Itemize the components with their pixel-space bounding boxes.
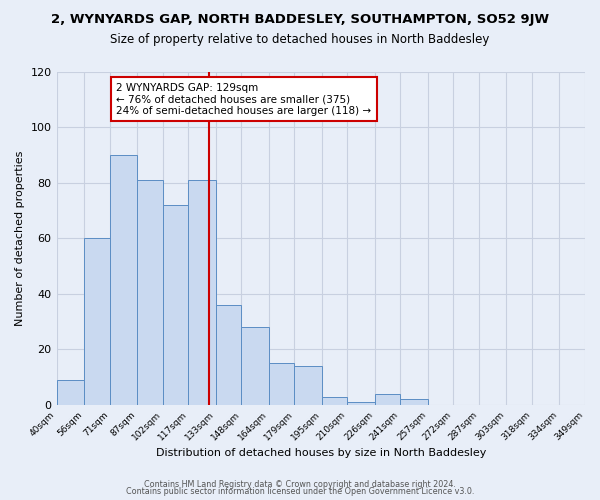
Y-axis label: Number of detached properties: Number of detached properties (15, 150, 25, 326)
Bar (56, 380, 84, 405)
Text: Size of property relative to detached houses in North Baddesley: Size of property relative to detached ho… (110, 32, 490, 46)
Text: Contains public sector information licensed under the Open Government Licence v3: Contains public sector information licen… (126, 488, 474, 496)
Bar (215, 305, 241, 405)
Bar (269, 364, 294, 405)
Bar (322, 396, 347, 405)
Bar (84, 238, 110, 405)
Bar (374, 394, 400, 405)
Text: 2, WYNYARDS GAP, NORTH BADDESLEY, SOUTHAMPTON, SO52 9JW: 2, WYNYARDS GAP, NORTH BADDESLEY, SOUTHA… (51, 12, 549, 26)
Bar (110, 155, 137, 405)
Text: Contains HM Land Registry data © Crown copyright and database right 2024.: Contains HM Land Registry data © Crown c… (144, 480, 456, 489)
Bar (347, 402, 374, 405)
Bar (163, 205, 188, 405)
Bar (137, 180, 163, 405)
Bar (241, 327, 269, 405)
Bar (188, 180, 215, 405)
Text: 2 WYNYARDS GAP: 129sqm
← 76% of detached houses are smaller (375)
24% of semi-de: 2 WYNYARDS GAP: 129sqm ← 76% of detached… (116, 82, 371, 116)
Bar (294, 366, 322, 405)
X-axis label: Distribution of detached houses by size in North Baddesley: Distribution of detached houses by size … (155, 448, 486, 458)
Bar (400, 400, 428, 405)
